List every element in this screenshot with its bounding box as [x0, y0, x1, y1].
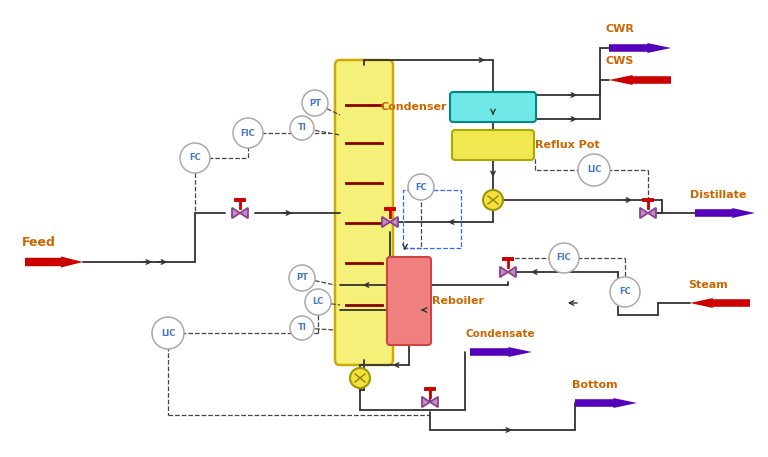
- Text: Condenser: Condenser: [380, 102, 447, 112]
- Text: PT: PT: [309, 99, 321, 107]
- Polygon shape: [609, 43, 671, 53]
- Text: TI: TI: [297, 123, 306, 133]
- Circle shape: [290, 316, 314, 340]
- Text: FIC: FIC: [240, 128, 256, 138]
- FancyBboxPatch shape: [335, 60, 393, 365]
- FancyBboxPatch shape: [387, 257, 431, 345]
- Text: Reboiler: Reboiler: [432, 296, 484, 306]
- Text: CWS: CWS: [606, 56, 634, 66]
- Text: FC: FC: [415, 182, 427, 191]
- Circle shape: [180, 143, 210, 173]
- Circle shape: [549, 243, 579, 273]
- Text: Steam: Steam: [688, 280, 728, 290]
- Text: FC: FC: [619, 287, 631, 297]
- Circle shape: [483, 190, 503, 210]
- FancyBboxPatch shape: [450, 92, 536, 122]
- Circle shape: [233, 118, 263, 148]
- Text: Feed: Feed: [22, 236, 56, 249]
- Circle shape: [305, 289, 331, 315]
- Polygon shape: [25, 256, 83, 267]
- Polygon shape: [575, 398, 637, 408]
- Circle shape: [350, 368, 370, 388]
- Circle shape: [152, 317, 184, 349]
- Polygon shape: [640, 208, 656, 218]
- Text: Bottom: Bottom: [572, 380, 617, 390]
- Circle shape: [408, 174, 434, 200]
- Text: LC: LC: [313, 298, 323, 307]
- Text: PT: PT: [296, 273, 308, 282]
- Polygon shape: [382, 217, 398, 227]
- Text: FIC: FIC: [557, 254, 571, 262]
- Circle shape: [610, 277, 640, 307]
- FancyBboxPatch shape: [452, 130, 534, 160]
- Circle shape: [578, 154, 610, 186]
- Polygon shape: [232, 208, 248, 218]
- Polygon shape: [690, 298, 750, 308]
- Text: LIC: LIC: [587, 165, 601, 175]
- Text: TI: TI: [297, 324, 306, 333]
- Circle shape: [290, 116, 314, 140]
- Polygon shape: [609, 75, 671, 85]
- Polygon shape: [470, 347, 532, 357]
- Text: Reflux Pot: Reflux Pot: [535, 140, 600, 150]
- Polygon shape: [422, 397, 438, 407]
- Text: FC: FC: [189, 154, 201, 163]
- Text: Condensate: Condensate: [466, 329, 535, 339]
- Text: LIC: LIC: [161, 329, 175, 338]
- Text: Distillate: Distillate: [690, 190, 746, 200]
- Circle shape: [302, 90, 328, 116]
- Text: CWR: CWR: [606, 24, 635, 34]
- Polygon shape: [695, 208, 755, 218]
- Circle shape: [289, 265, 315, 291]
- Polygon shape: [500, 267, 516, 277]
